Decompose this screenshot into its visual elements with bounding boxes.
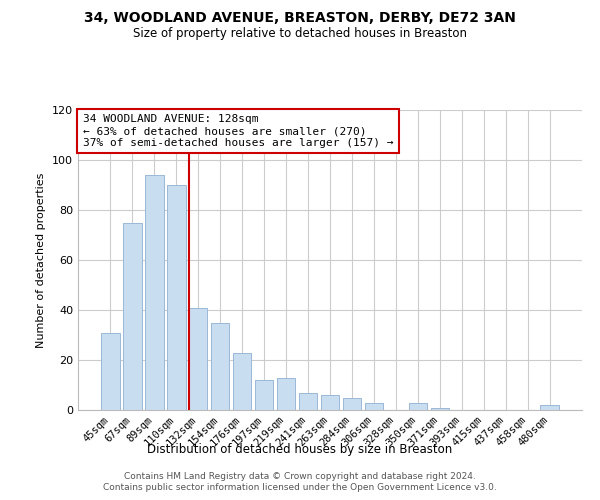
Bar xyxy=(189,308,208,410)
Text: Size of property relative to detached houses in Breaston: Size of property relative to detached ho… xyxy=(133,28,467,40)
Bar xyxy=(431,408,449,410)
Bar xyxy=(167,185,185,410)
Bar xyxy=(211,322,229,410)
Bar xyxy=(255,380,274,410)
Bar xyxy=(409,402,427,410)
Bar xyxy=(145,175,164,410)
Bar xyxy=(343,398,361,410)
Text: Distribution of detached houses by size in Breaston: Distribution of detached houses by size … xyxy=(148,442,452,456)
Bar xyxy=(277,378,295,410)
Bar xyxy=(233,352,251,410)
Bar xyxy=(101,332,119,410)
Y-axis label: Number of detached properties: Number of detached properties xyxy=(37,172,46,348)
Bar xyxy=(365,402,383,410)
Bar xyxy=(299,392,317,410)
Text: 34 WOODLAND AVENUE: 128sqm
← 63% of detached houses are smaller (270)
37% of sem: 34 WOODLAND AVENUE: 128sqm ← 63% of deta… xyxy=(83,114,394,148)
Text: 34, WOODLAND AVENUE, BREASTON, DERBY, DE72 3AN: 34, WOODLAND AVENUE, BREASTON, DERBY, DE… xyxy=(84,11,516,25)
Text: Contains public sector information licensed under the Open Government Licence v3: Contains public sector information licen… xyxy=(103,483,497,492)
Text: Contains HM Land Registry data © Crown copyright and database right 2024.: Contains HM Land Registry data © Crown c… xyxy=(124,472,476,481)
Bar xyxy=(320,395,340,410)
Bar xyxy=(123,222,142,410)
Bar xyxy=(541,405,559,410)
